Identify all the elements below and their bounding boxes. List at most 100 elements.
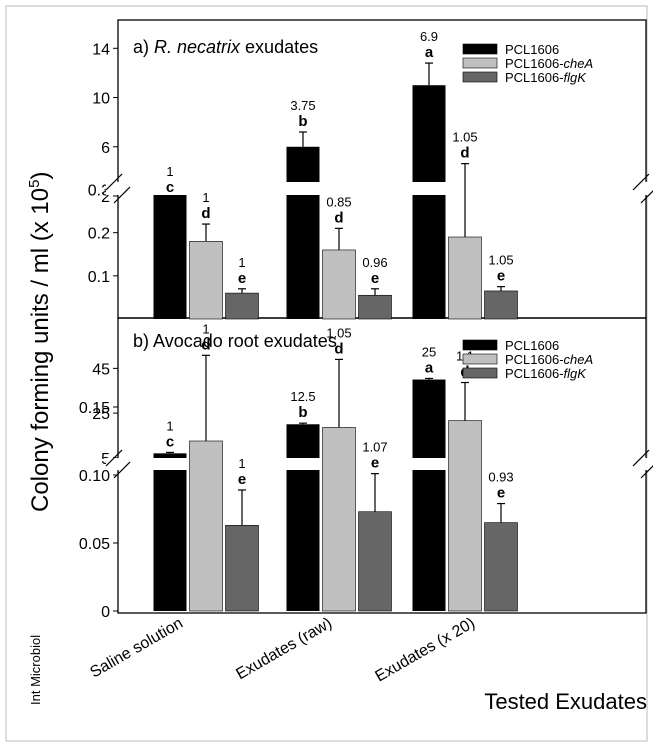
significance-letter: e (371, 455, 379, 472)
axis-break-mark-left (105, 173, 123, 191)
ratio-label: 1.05 (488, 253, 513, 268)
y-tick-label: 0.05 (79, 536, 110, 553)
significance-letter: d (201, 205, 210, 222)
significance-letter: d (201, 336, 210, 353)
bar-PCL1606-flgK (358, 511, 392, 612)
y-tick-label: 0.10 (79, 468, 110, 485)
bar-PCL1606-flgK (225, 525, 259, 612)
significance-letter: c (166, 179, 174, 196)
significance-letter: d (460, 145, 469, 162)
legend-swatch (462, 43, 498, 55)
axis-break-gap-right (633, 182, 653, 195)
ratio-label: 1.07 (362, 440, 387, 455)
significance-letter: e (371, 270, 379, 287)
bar-PCL1606-cheA (448, 236, 482, 320)
bar-PCL1606-flgK (484, 522, 518, 612)
x-tick-label-saline: Saline solution (87, 615, 186, 682)
significance-letter: c (166, 433, 174, 450)
y-axis-title: Colony forming units / ml (x 105) (26, 172, 54, 512)
ratio-label: 1 (202, 190, 209, 205)
axis-break-mark-left (113, 461, 131, 479)
bar-PCL1606-lower (412, 470, 446, 611)
legend-entry: PCL1606-cheA (505, 352, 593, 367)
axis-break-gap-left (106, 458, 130, 470)
ratio-label: 1.05 (326, 325, 351, 340)
significance-letter: e (238, 270, 246, 287)
bar-PCL1606-upper (153, 200, 187, 203)
bar-PCL1606-lower (412, 195, 446, 319)
journal-tag: Int Microbiol (28, 635, 43, 705)
significance-letter: d (334, 209, 343, 226)
bar-PCL1606-lower (286, 195, 320, 319)
bar-PCL1606-upper (286, 424, 320, 458)
x-tick-label-x20: Exudates (x 20) (372, 615, 478, 686)
legend-entry: PCL1606 (505, 338, 559, 353)
axis-break-mark-left (113, 186, 131, 204)
y-tick-label: 0.1 (88, 269, 110, 286)
outer-frame (5, 5, 648, 742)
y-tick-label: 25 (92, 406, 110, 423)
y-tick-label: 6 (101, 140, 110, 157)
legend-entry: PCL1606-cheA (505, 56, 593, 71)
ratio-label: 0.85 (326, 194, 351, 209)
bar-PCL1606-flgK (225, 292, 259, 320)
legend-swatch (462, 71, 498, 83)
ratio-label: 1 (166, 418, 173, 433)
y-tick-label: 14 (92, 41, 110, 58)
axis-break-mark-left (105, 449, 123, 467)
legend-entry: PCL1606-flgK (505, 366, 587, 381)
significance-letter: b (298, 113, 307, 130)
bar-PCL1606-upper (412, 379, 446, 458)
bar-PCL1606-cheA (189, 241, 223, 320)
axis-break-mark-right (632, 449, 650, 467)
bar-PCL1606-flgK (358, 294, 392, 320)
bar-PCL1606-cheA (448, 420, 482, 612)
ratio-label: 1 (238, 456, 245, 471)
bar-PCL1606-cheA (322, 249, 356, 320)
axis-break-mark-right (640, 190, 653, 204)
bar-PCL1606-cheA (189, 440, 223, 612)
ratio-label: 0.93 (488, 470, 513, 485)
bar-PCL1606-flgK (484, 290, 518, 320)
y-tick-label: 5 (101, 451, 110, 468)
x-tick-label-raw: Exudates (raw) (233, 615, 335, 684)
panel-b-title: b) Avocado root exudates (133, 331, 337, 351)
legend-swatch (462, 57, 498, 69)
significance-letter: a (425, 44, 434, 61)
legend-swatch (462, 339, 498, 351)
y-tick-label: 0.15 (79, 400, 110, 417)
legend-swatch (462, 353, 498, 365)
ratio-label: 1 (238, 255, 245, 270)
bar-PCL1606-upper (412, 85, 446, 182)
axis-break-gap-left (106, 182, 130, 195)
ratio-label: 6.9 (420, 29, 438, 44)
significance-letter: b (298, 404, 307, 421)
y-tick-label: 0.2 (88, 226, 110, 243)
bar-PCL1606-upper (153, 453, 187, 458)
significance-letter: e (497, 268, 505, 285)
legend-swatch (462, 367, 498, 379)
ratio-label: 12.5 (290, 389, 315, 404)
y-tick-label: 0 (101, 604, 110, 621)
y-tick-label: 10 (92, 91, 110, 108)
bar-PCL1606-lower (153, 470, 187, 611)
ratio-label: 0.96 (362, 255, 387, 270)
bar-PCL1606-lower (153, 195, 187, 319)
x-axis-title: Tested Exudates (484, 689, 647, 714)
significance-letter: a (425, 359, 434, 376)
y-tick-label: 2 (101, 189, 110, 206)
axis-break-mark-right (632, 173, 650, 191)
ratio-label: 25 (422, 344, 436, 359)
y-tick-label: 0.3 (88, 183, 110, 200)
significance-letter: e (497, 485, 505, 502)
ratio-label: 1 (166, 164, 173, 179)
panel-a-title: a) R. necatrix exudates (133, 37, 318, 57)
significance-letter: d (334, 340, 343, 357)
legend-entry: PCL1606-flgK (505, 70, 587, 85)
significance-letter: e (238, 471, 246, 488)
ratio-label: 1.05 (452, 130, 477, 145)
ratio-label: 1 (202, 321, 209, 336)
ratio-label: 3.75 (290, 98, 315, 113)
bar-PCL1606-cheA (322, 427, 356, 612)
